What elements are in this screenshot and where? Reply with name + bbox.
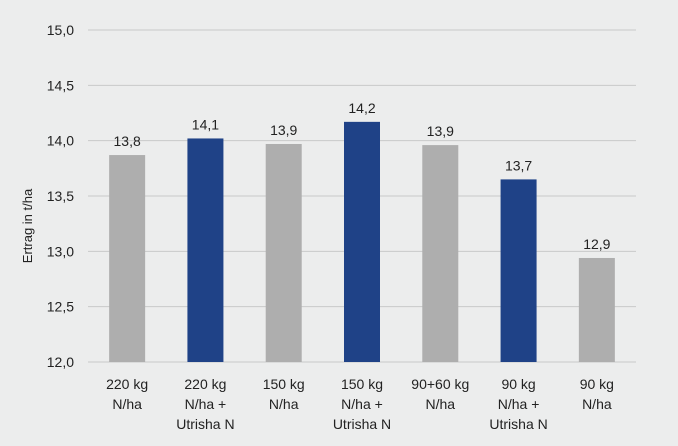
bar bbox=[578, 257, 615, 362]
x-axis-labels: 220 kg N/ha 220 kg N/ha + Utrisha N 150 kg N/h… bbox=[106, 376, 614, 432]
bar bbox=[265, 143, 302, 362]
data-labels: 13,8 14,1 13,9 14,2 13,9 13,7 12,9 bbox=[114, 100, 611, 252]
bar bbox=[344, 121, 380, 362]
y-tick-label: 13,0 bbox=[47, 243, 74, 259]
y-tick-label: 15,0 bbox=[47, 22, 74, 38]
y-axis-ticks: 12,0 12,5 13,0 13,5 14,0 14,5 15,0 bbox=[47, 22, 74, 370]
x-tick-label: 90+60 kg N/ha bbox=[411, 376, 469, 412]
data-label: 13,8 bbox=[114, 133, 141, 149]
y-tick-label: 14,0 bbox=[47, 133, 74, 149]
y-tick-label: 12,5 bbox=[47, 299, 74, 315]
y-tick-label: 14,5 bbox=[47, 77, 74, 93]
bar bbox=[422, 145, 459, 362]
x-tick-label: 220 kg N/ha + Utrisha N bbox=[176, 376, 234, 432]
y-tick-label: 13,5 bbox=[47, 188, 74, 204]
x-tick-label: 150 kg N/ha bbox=[263, 376, 305, 412]
y-axis-label: Ertrag in t/ha bbox=[20, 188, 35, 263]
data-label: 13,7 bbox=[505, 157, 532, 173]
data-label: 12,9 bbox=[583, 236, 610, 252]
x-tick-label: 150 kg N/ha + Utrisha N bbox=[333, 376, 391, 432]
bar bbox=[109, 155, 146, 362]
data-label: 13,9 bbox=[427, 123, 454, 139]
bar bbox=[500, 179, 537, 362]
y-tick-label: 12,0 bbox=[47, 354, 74, 370]
data-label: 14,1 bbox=[192, 116, 219, 132]
bar bbox=[187, 138, 224, 362]
x-tick-label: 90 kg N/ha + Utrisha N bbox=[489, 376, 547, 432]
bars bbox=[109, 121, 615, 362]
x-tick-label: 220 kg N/ha bbox=[106, 376, 148, 412]
data-label: 13,9 bbox=[270, 122, 297, 138]
data-label: 14,2 bbox=[348, 100, 375, 116]
x-tick-label: 90 kg N/ha bbox=[580, 376, 614, 412]
